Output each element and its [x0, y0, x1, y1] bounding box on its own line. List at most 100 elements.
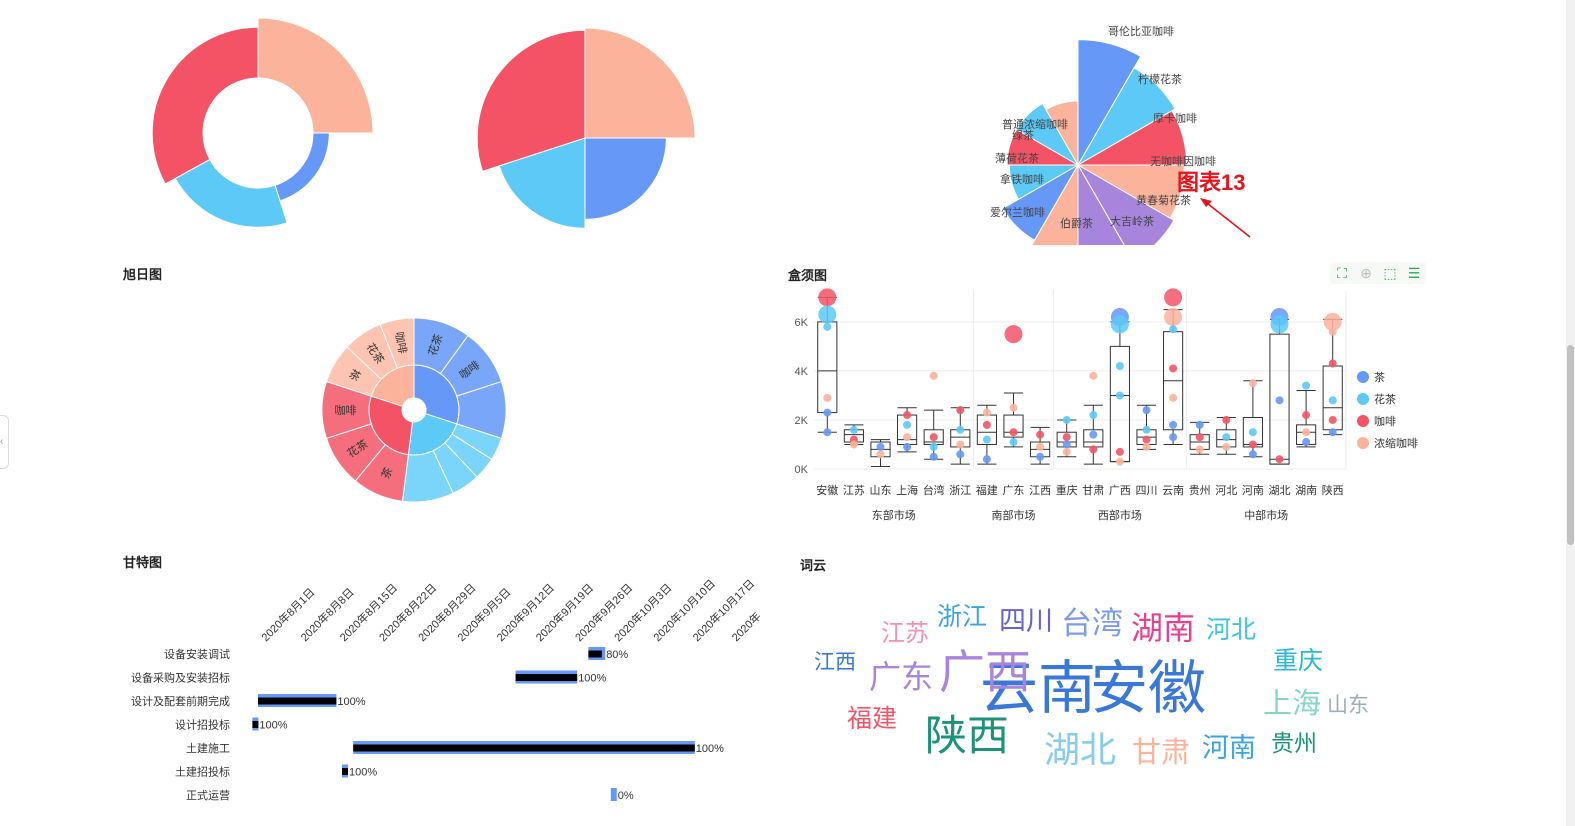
data-point [1115, 447, 1124, 456]
data-point [1169, 364, 1178, 373]
pie-slice [257, 17, 374, 134]
word: 江苏 [881, 620, 929, 647]
x-tick-label: 台湾 [923, 483, 945, 497]
data-point [818, 288, 837, 307]
task-label: 正式运营 [186, 788, 230, 802]
legend-marker [1357, 393, 1369, 405]
y-tick-label: 2K [795, 415, 809, 427]
data-point [1328, 415, 1337, 424]
word: 河北 [1206, 616, 1256, 644]
page-scrollbar[interactable] [1566, 0, 1575, 826]
task-progress-label: 100% [259, 720, 287, 732]
rose-slice-label: 薄荷花茶 [995, 151, 1039, 165]
pie-slice [584, 27, 696, 139]
data-point [823, 393, 832, 402]
x-tick-label: 湖北 [1269, 484, 1291, 497]
data-point [956, 406, 965, 415]
data-point [849, 425, 858, 434]
data-point [876, 442, 885, 451]
x-tick-label: 上海 [896, 483, 918, 497]
group-label: 东部市场 [872, 508, 916, 522]
rose-slice-label: 哥伦比亚咖啡 [1108, 24, 1174, 38]
data-point [929, 442, 938, 451]
data-point [1089, 445, 1098, 454]
data-point [1115, 457, 1124, 466]
data-point [849, 440, 858, 449]
task-label: 土建招投标 [175, 765, 230, 779]
legend-label: 浓缩咖啡 [1374, 436, 1418, 450]
data-point [903, 411, 912, 420]
data-point [1089, 411, 1098, 420]
data-point [982, 435, 991, 444]
sunburst-title: 旭日图 [123, 267, 163, 282]
sidetab[interactable]: ‹ [0, 415, 9, 469]
sunburst-label: 花茶 [426, 333, 445, 358]
pie-slice [476, 29, 586, 172]
rose-slice [1076, 67, 1176, 167]
data-point [823, 322, 832, 331]
rose-slice [1076, 163, 1175, 245]
y-tick-label: 6K [795, 317, 809, 329]
data-point [1036, 452, 1045, 461]
boxplot-chart: 0K 2K 4K 6K 安徽 江苏 山东 上海 台湾 浙江 福建 广东 江西 重庆 甘肃 广西 四川 云南 贵州 河北… [795, 288, 1418, 522]
rose-slice-label: 拿铁咖啡 [1000, 172, 1044, 186]
data-point [1328, 396, 1337, 405]
data-point [1169, 433, 1178, 442]
data-point [1009, 428, 1018, 437]
rose-slice [1015, 102, 1080, 167]
rose-slice [1077, 39, 1142, 167]
x-tick-label: 江西 [1029, 484, 1051, 497]
task-progress-label: 100% [349, 767, 377, 779]
sunburst-label: 茶 [379, 465, 395, 480]
list-icon[interactable]: ☰ [1407, 265, 1421, 281]
fullscreen-icon[interactable]: ⛶ [1337, 265, 1347, 281]
data-point [1248, 379, 1257, 388]
task-progress-label: 100% [337, 696, 365, 708]
task-progress-label: 80% [606, 649, 628, 661]
data-point [1169, 420, 1178, 429]
rose-slice-label: 柠檬花茶 [1138, 72, 1182, 86]
select-icon[interactable]: ⬚ [1383, 265, 1397, 281]
data-point [903, 433, 912, 442]
task-progress [588, 650, 602, 658]
x-tick-label: 安徽 [816, 483, 838, 497]
pie-slice [151, 26, 259, 185]
data-point [1270, 315, 1289, 334]
task-progress [353, 744, 695, 752]
data-point [1195, 420, 1204, 429]
scrollbar-thumb[interactable] [1567, 345, 1574, 545]
word: 陕西 [925, 712, 1009, 759]
data-point [1036, 442, 1045, 451]
data-point [876, 450, 885, 459]
zoom-icon[interactable]: ⊕ [1360, 265, 1372, 281]
legend-marker [1357, 371, 1369, 383]
data-point [1062, 433, 1071, 442]
data-point [1169, 325, 1178, 334]
word: 上海 [1263, 687, 1321, 720]
data-point [1062, 447, 1071, 456]
data-point [1009, 438, 1018, 447]
x-tick-label: 福建 [976, 483, 998, 497]
task-bar [610, 788, 617, 801]
data-point [1142, 442, 1151, 451]
task-progress-label: 100% [578, 673, 606, 685]
data-point [1222, 442, 1231, 451]
word: 山东 [1327, 694, 1369, 717]
word: 贵州 [1271, 730, 1317, 756]
gantt-chart: 2020年8月1日2020年8月8日2020年8月15日2020年8月22日20… [131, 576, 760, 802]
x-tick-label: 山东 [870, 484, 892, 497]
data-point [956, 440, 965, 449]
task-label: 设备安装调试 [164, 647, 230, 661]
rose-slice-label: 伯爵茶 [1060, 216, 1093, 230]
rose-slice-label: 无咖啡因咖啡 [1150, 154, 1216, 168]
legend-label: 咖啡 [1374, 414, 1396, 428]
data-point [1142, 425, 1151, 434]
task-progress [258, 697, 337, 705]
data-point [1323, 312, 1342, 331]
sunburst-outer-slice [379, 317, 415, 369]
rose-slice-label: 黄春菊花茶 [1136, 193, 1191, 207]
x-tick-label: 四川 [1136, 485, 1158, 497]
